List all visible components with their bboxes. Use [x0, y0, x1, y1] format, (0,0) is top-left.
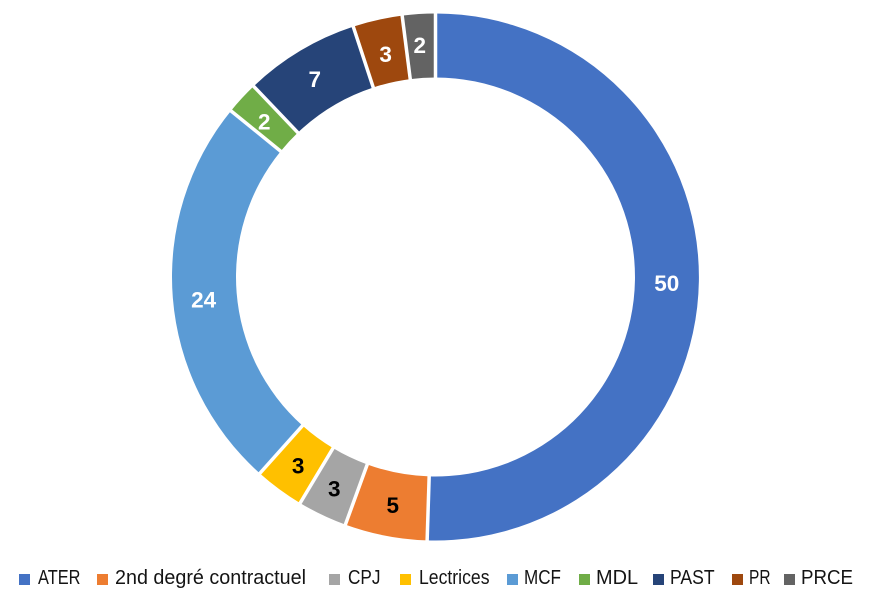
- svg-text:3: 3: [379, 42, 392, 67]
- svg-text:2: 2: [258, 109, 271, 134]
- svg-text:50: 50: [654, 271, 679, 296]
- svg-text:2: 2: [414, 33, 427, 58]
- svg-text:5: 5: [387, 493, 400, 518]
- svg-text:24: 24: [191, 287, 217, 312]
- svg-text:3: 3: [292, 454, 305, 479]
- svg-text:3: 3: [328, 477, 341, 502]
- svg-text:7: 7: [309, 67, 322, 92]
